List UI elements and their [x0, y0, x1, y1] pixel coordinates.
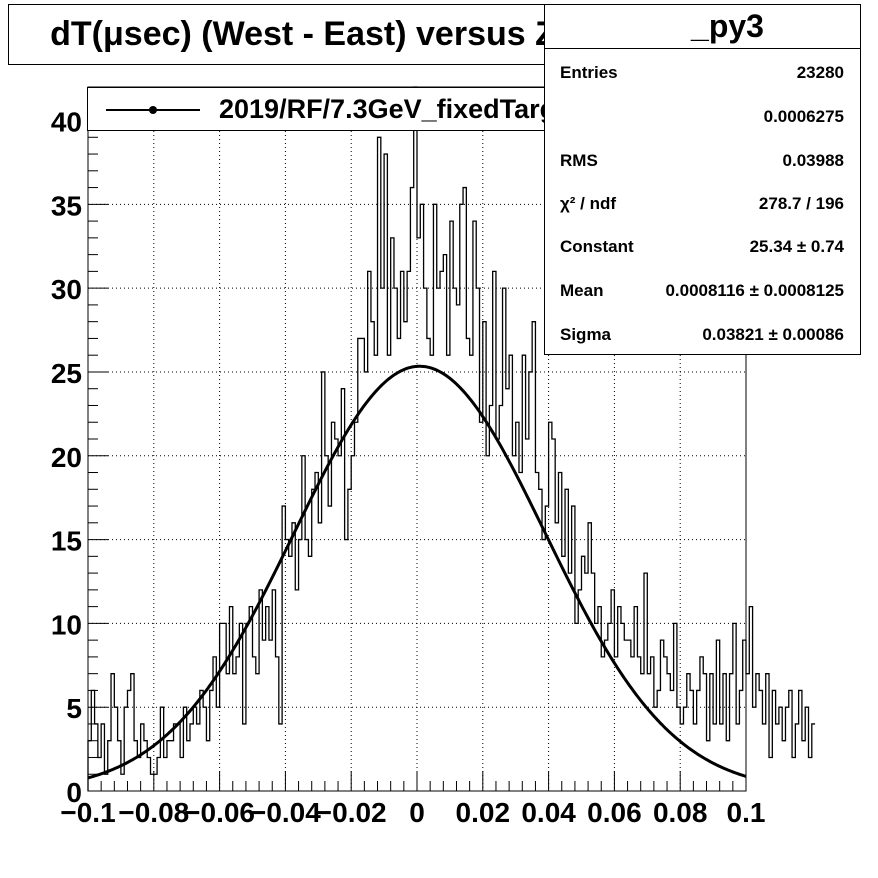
x-tick-label: −0.04 [250, 797, 321, 828]
stats-row-constant: Constant 25.34 ± 0.74 [560, 235, 844, 259]
y-tick-label: 10 [51, 609, 82, 640]
x-tick-label: −0.06 [184, 797, 255, 828]
chart-title-text: dT(μsec) (West - East) versus Z [50, 15, 556, 53]
legend: 2019/RF/7.3GeV_fixedTarget [87, 87, 614, 131]
stats-value: 0.03988 [782, 151, 844, 170]
y-tick-label: 15 [51, 526, 82, 557]
y-tick-label: 20 [51, 442, 82, 473]
stats-box: _py3 Entries 23280 0.0006275 RMS 0.03988… [544, 4, 861, 355]
y-tick-label: 30 [51, 274, 82, 305]
stats-value: 0.0008116 ± 0.0008125 [665, 281, 844, 300]
x-tick-label: 0 [409, 797, 425, 828]
y-tick-label: 40 [51, 107, 82, 138]
stats-label: Sigma [560, 325, 612, 344]
legend-entry: 2019/RF/7.3GeV_fixedTarget [219, 94, 581, 124]
gaussian-fit-curve [87, 364, 747, 780]
y-tick-label: 0 [66, 777, 82, 808]
stats-value: 25.34 ± 0.74 [749, 237, 844, 256]
histogram-series [87, 86, 816, 791]
stats-value: 23280 [796, 63, 844, 82]
stats-label: Mean [560, 281, 604, 300]
stats-box-name: _py3 [545, 5, 860, 49]
stats-row-chi2: χ² / ndf 278.7 / 196 [560, 192, 844, 216]
stats-label: χ² / ndf [560, 194, 617, 213]
y-tick-labels: 0 5 10 15 20 25 30 35 40 [51, 107, 82, 808]
x-tick-label: 0.08 [653, 797, 708, 828]
chart-title: dT(μsec) (West - East) versus Z [8, 4, 598, 65]
stats-value: 0.03821 ± 0.00086 [702, 325, 844, 344]
stats-label: Entries [560, 63, 618, 82]
stats-row-mean-hidden: 0.0006275 [560, 105, 844, 129]
x-tick-label: 0.1 [727, 797, 766, 828]
y-tick-label: 25 [51, 358, 82, 389]
stats-label: Constant [560, 237, 634, 256]
x-tick-label: −0.08 [118, 797, 189, 828]
legend-marker-symbol [149, 106, 157, 114]
x-tick-label: −0.02 [316, 797, 387, 828]
x-tick-label: 0.06 [587, 797, 642, 828]
stats-row-rms: RMS 0.03988 [560, 149, 844, 173]
stats-row-sigma: Sigma 0.03821 ± 0.00086 [560, 323, 844, 347]
stats-row-entries: Entries 23280 [560, 61, 844, 85]
y-tick-label: 35 [51, 190, 82, 221]
x-tick-label: −0.1 [60, 797, 115, 828]
stats-value: 0.0006275 [763, 107, 844, 126]
y-tick-label: 5 [66, 693, 82, 724]
stats-row-mean: Mean 0.0008116 ± 0.0008125 [560, 279, 844, 303]
stats-value: 278.7 / 196 [758, 194, 844, 213]
x-tick-label: 0.04 [521, 797, 576, 828]
stats-label: RMS [560, 151, 598, 170]
x-tick-label: 0.02 [456, 797, 511, 828]
x-tick-labels: −0.1 −0.08−0.06−0.04−0.02 0 0.02 0.04 0.06 0.0… [60, 797, 765, 828]
